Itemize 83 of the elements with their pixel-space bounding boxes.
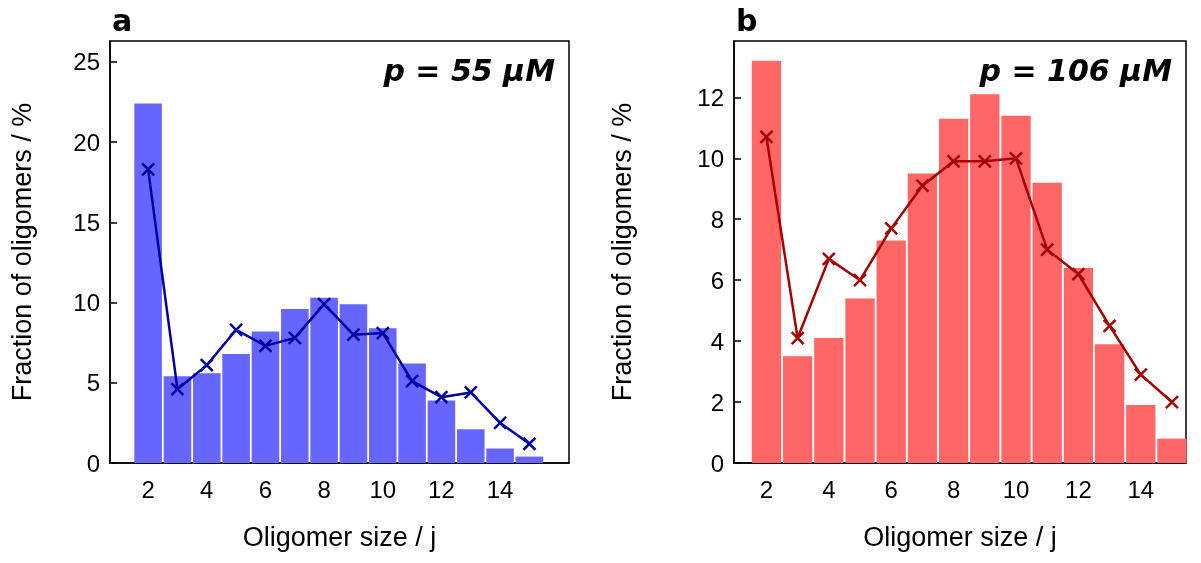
x-tick-label: 6 <box>258 475 273 503</box>
bar <box>938 118 969 463</box>
bar <box>163 376 192 463</box>
point <box>346 327 361 342</box>
point <box>790 330 805 346</box>
y-tick-label: 0 <box>86 449 100 477</box>
y-tick-label: 25 <box>73 48 100 76</box>
bar <box>515 456 544 463</box>
y-tick-label: 6 <box>710 266 724 294</box>
bar <box>907 173 938 463</box>
bar <box>876 240 906 463</box>
point <box>522 436 537 451</box>
y-tick-label: 12 <box>697 83 724 111</box>
annotation: p = 106 μM <box>978 52 1173 88</box>
bar <box>1094 344 1125 463</box>
x-tick-label: 4 <box>200 475 214 503</box>
bar <box>845 298 875 463</box>
bar <box>782 356 813 463</box>
point <box>199 357 215 373</box>
point <box>946 154 961 169</box>
bar <box>1032 182 1062 463</box>
point <box>1133 367 1149 382</box>
y-axis-title: Fraction of oligomers / % <box>606 102 637 402</box>
bar <box>134 103 162 463</box>
point <box>287 330 303 346</box>
annotation: p = 55 μM <box>382 52 556 88</box>
point <box>375 325 391 341</box>
x-tick-label: 14 <box>1127 475 1155 503</box>
x-axis-title: Oligomer size / j <box>863 521 1057 552</box>
point <box>852 272 868 288</box>
bar <box>1063 268 1094 463</box>
bar <box>814 338 844 463</box>
x-tick-label: 2 <box>759 475 774 503</box>
x-tick-label: 12 <box>1065 475 1092 503</box>
point <box>492 415 508 431</box>
point <box>1071 266 1086 282</box>
y-tick-label: 2 <box>710 388 724 416</box>
x-tick-label: 6 <box>884 475 898 503</box>
bar <box>1126 405 1156 463</box>
point <box>170 381 185 397</box>
y-tick-label: 10 <box>73 289 100 317</box>
point <box>1164 394 1180 410</box>
point <box>883 221 899 236</box>
y-tick-label: 4 <box>710 327 724 355</box>
chart-title: a <box>112 2 133 38</box>
bar <box>1157 438 1187 463</box>
x-tick-label: 4 <box>822 475 836 503</box>
bar <box>339 304 368 463</box>
point <box>821 251 837 267</box>
x-tick-label: 8 <box>946 475 961 503</box>
y-tick-label: 20 <box>73 128 100 156</box>
point <box>1102 318 1117 334</box>
point <box>759 129 774 145</box>
point <box>1008 151 1024 166</box>
chart-title: b <box>736 2 758 38</box>
bar <box>970 94 1000 463</box>
point <box>434 389 449 405</box>
x-tick-label: 12 <box>428 475 455 503</box>
bar <box>1001 115 1031 463</box>
y-tick-label: 8 <box>710 205 724 233</box>
y-tick-label: 15 <box>73 208 100 236</box>
bar <box>251 331 280 463</box>
y-axis-title: Fraction of oligomers / % <box>6 102 37 402</box>
point <box>1039 242 1055 257</box>
y-tick-label: 0 <box>710 449 724 477</box>
point <box>258 338 273 354</box>
x-tick-label: 10 <box>1002 475 1030 503</box>
point <box>915 178 930 193</box>
y-tick-label: 10 <box>697 144 724 172</box>
x-axis-title: Oligomer size / j <box>242 521 437 552</box>
point <box>228 322 244 338</box>
bar <box>427 400 456 463</box>
x-tick-label: 2 <box>141 475 155 503</box>
point <box>463 385 478 400</box>
point <box>977 154 993 169</box>
bar <box>751 60 782 463</box>
point <box>404 373 420 389</box>
y-tick-label: 5 <box>86 369 100 397</box>
x-tick-label: 14 <box>486 475 514 503</box>
point <box>316 296 332 312</box>
x-tick-label: 8 <box>317 475 331 503</box>
x-tick-label: 10 <box>369 475 397 503</box>
point <box>140 162 156 177</box>
